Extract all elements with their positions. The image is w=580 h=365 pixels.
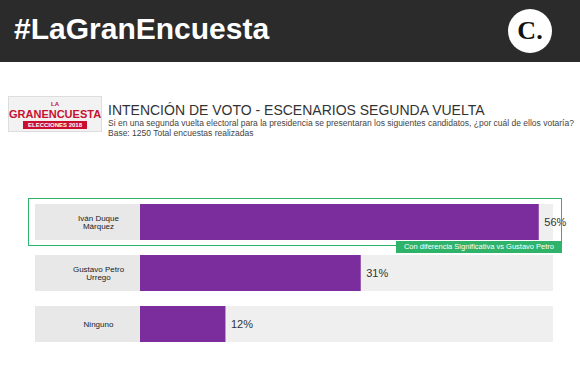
svg-text:56%: 56% xyxy=(544,216,566,228)
html-text:LA: LA xyxy=(51,101,59,107)
svg-text:31%: 31% xyxy=(366,267,388,279)
html-text:#LaGranEncuesta: #LaGranEncuesta xyxy=(14,12,270,45)
html-text:Con diferencia Significativa v: Con diferencia Significativa vs Gustavo … xyxy=(403,242,554,251)
html-text:Base: 1250 Total encuestas rea: Base: 1250 Total encuestas realizadas xyxy=(108,128,254,138)
html-text:INTENCIÓN DE VOTO - ESCENARIOS: INTENCIÓN DE VOTO - ESCENARIOS SEGUNDA V… xyxy=(108,102,485,118)
html-text:GRANENCUESTA: GRANENCUESTA xyxy=(9,108,102,120)
html-text:Si en una segunda vuelta elect: Si en una segunda vuelta electoral para … xyxy=(108,118,574,128)
svg-text:Iván DuqueMárquez: Iván DuqueMárquez xyxy=(78,214,119,231)
html-text:ELECCIONES 2018: ELECCIONES 2018 xyxy=(28,122,82,128)
html-text:C.: C. xyxy=(517,16,543,45)
svg-text:Ninguno: Ninguno xyxy=(84,320,114,329)
svg-text:12%: 12% xyxy=(231,318,253,330)
svg-text:Gustavo PetroUrrego: Gustavo PetroUrrego xyxy=(73,265,125,282)
